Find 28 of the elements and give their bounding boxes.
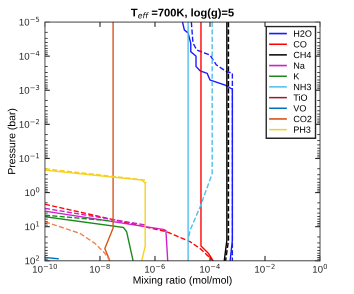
y-tick-label: 10$^{0}$ <box>25 187 40 196</box>
legend-label: CH4 <box>294 52 312 58</box>
x-tick-label: 10$^{−6}$ <box>145 264 165 273</box>
legend-label: TiO <box>294 94 308 101</box>
y-tick-label: 10$^{−4}$ <box>20 50 40 60</box>
legend-label: Na <box>294 62 305 69</box>
legend-label: K <box>294 73 300 80</box>
legend-label: PH3 <box>294 126 310 133</box>
y-tick-label: 10$^{1}$ <box>25 221 40 230</box>
line-series <box>104 22 114 261</box>
legend-label: VO <box>293 105 306 112</box>
y-tick-label: 10$^{−5}$ <box>20 16 40 26</box>
legend-label: CO <box>294 41 306 48</box>
x-tick-label: 10$^{−2}$ <box>255 264 275 273</box>
x-tick-label: 10$^{−10}$ <box>32 264 57 273</box>
legend-label: NH3 <box>294 84 311 90</box>
y-axis-title: Pressure (bar) <box>8 108 18 174</box>
legend-label: CO2 <box>294 116 312 122</box>
x-tick-label: 10$^{−8}$ <box>90 264 110 273</box>
y-tick-label: 10$^{−3}$ <box>20 84 40 94</box>
legend-label: H2O <box>294 30 312 37</box>
y-tick-label: 10$^{2}$ <box>25 255 40 264</box>
y-tick-label: 10$^{−1}$ <box>20 153 40 162</box>
x-tick-label: 10$^{−4}$ <box>200 264 220 273</box>
x-axis-title: Mixing ratio (mol/mol) <box>134 276 232 286</box>
y-tick-label: 10$^{−2}$ <box>20 119 40 128</box>
chart-title: T$_{eff}$ =700K, log(g)=5 <box>130 8 234 19</box>
x-tick-label: 10$^{0}$ <box>312 264 328 273</box>
